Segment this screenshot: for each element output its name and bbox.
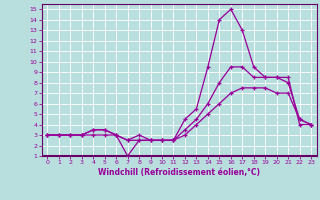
X-axis label: Windchill (Refroidissement éolien,°C): Windchill (Refroidissement éolien,°C) <box>98 168 260 177</box>
